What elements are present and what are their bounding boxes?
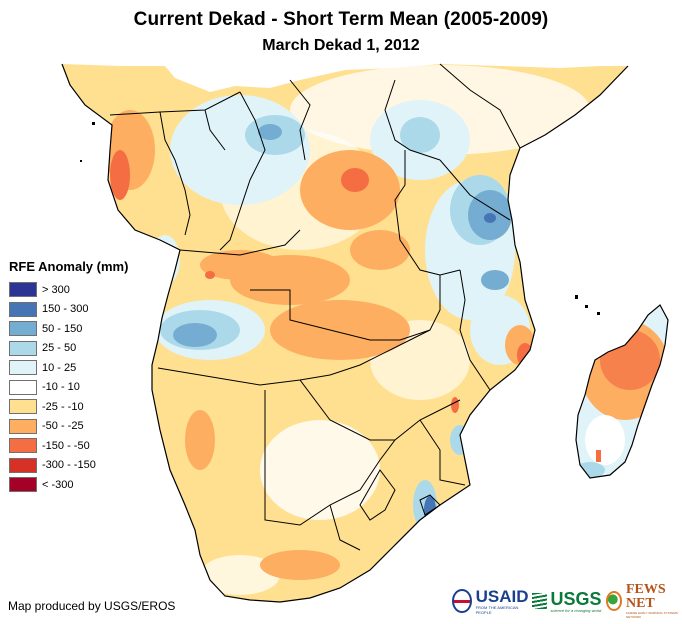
legend-swatch <box>9 399 37 415</box>
legend-item: -300 - -150 <box>9 456 128 476</box>
legend-swatch <box>9 418 37 434</box>
legend-label: -150 - -50 <box>42 439 90 452</box>
usaid-seal-icon <box>452 589 472 613</box>
legend-label: > 300 <box>42 283 70 296</box>
legend-swatch <box>9 321 37 337</box>
legend-swatch <box>9 282 37 298</box>
legend-label: -25 - -10 <box>42 400 84 413</box>
legend: RFE Anomaly (mm) > 300 150 - 300 50 - 150 2… <box>9 259 128 495</box>
usaid-name: USAID <box>475 586 529 606</box>
credit-text: Map produced by USGS/EROS <box>8 599 176 613</box>
legend-item: 150 - 300 <box>9 300 128 320</box>
madagascar-coastline <box>575 304 669 479</box>
legend-label: 150 - 300 <box>42 303 89 316</box>
legend-swatch <box>9 477 37 493</box>
legend-swatch <box>9 379 37 395</box>
country-borders <box>109 63 521 551</box>
usgs-tagline: science for a changing world <box>550 607 602 613</box>
legend-swatch <box>9 301 37 317</box>
legend-swatch <box>9 457 37 473</box>
legend-swatch <box>9 360 37 376</box>
islands <box>80 122 600 315</box>
map-subtitle: March Dekad 1, 2012 <box>262 37 420 54</box>
mainland-coastline <box>61 63 629 603</box>
legend-label: 25 - 50 <box>42 342 77 355</box>
legend-item: -150 - -50 <box>9 436 128 456</box>
madagascar-anomaly-layer <box>576 305 668 478</box>
legend-item: 50 - 150 <box>9 319 128 339</box>
legend-swatch <box>9 438 37 454</box>
usgs-mark-icon <box>532 593 547 609</box>
map-title: Current Dekad - Short Term Mean (2005-20… <box>133 9 549 30</box>
legend-label: -50 - -25 <box>42 420 84 433</box>
legend-title: RFE Anomaly (mm) <box>9 259 129 274</box>
fews-globe-icon <box>605 591 622 611</box>
legend-item: -10 - 10 <box>9 378 128 398</box>
usaid-logo: USAID FROM THE AMERICAN PEOPLE <box>476 588 529 615</box>
legend-item: -50 - -25 <box>9 417 128 437</box>
legend-swatch <box>9 340 37 356</box>
legend-item: < -300 <box>9 475 128 495</box>
legend-label: < -300 <box>42 478 74 491</box>
legend-item: 10 - 25 <box>9 358 128 378</box>
legend-item: 25 - 50 <box>9 339 128 359</box>
legend-label: -10 - 10 <box>42 381 80 394</box>
legend-item: -25 - -10 <box>9 397 128 417</box>
usgs-name: USGS <box>550 588 602 609</box>
fews-logo: FEWS NET FAMINE EARLY WARNING SYSTEMS NE… <box>625 582 682 620</box>
legend-label: -300 - -150 <box>42 459 96 472</box>
usaid-tagline: FROM THE AMERICAN PEOPLE <box>475 604 519 615</box>
legend-item: > 300 <box>9 280 128 300</box>
legend-label: 50 - 150 <box>42 322 83 335</box>
fews-name: FEWS NET <box>625 582 666 611</box>
partner-logos: USAID FROM THE AMERICAN PEOPLE USGS scie… <box>452 583 682 619</box>
legend-label: 10 - 25 <box>42 361 77 374</box>
fews-tagline: FAMINE EARLY WARNING SYSTEMS NETWORK <box>625 611 678 619</box>
usgs-logo: USGS science for a changing world <box>551 590 602 613</box>
